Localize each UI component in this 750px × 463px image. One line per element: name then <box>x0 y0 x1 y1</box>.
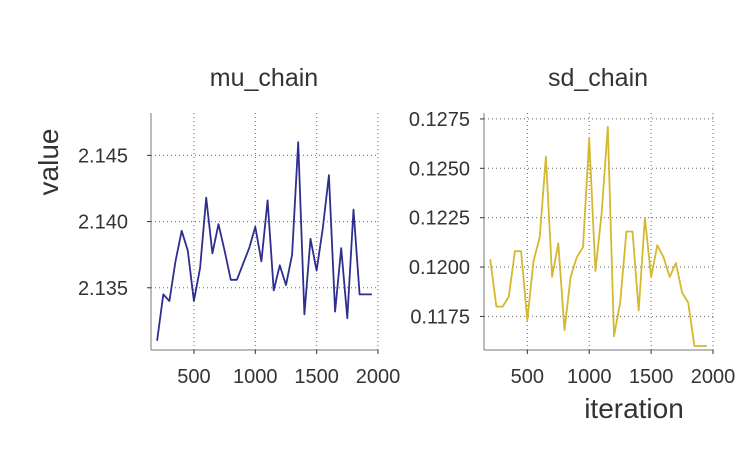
mu-xtick-label-1: 1000 <box>233 366 278 388</box>
sd-xtick-label-3: 2000 <box>691 366 736 388</box>
mu-ytick-label-2: 2.145 <box>78 145 128 167</box>
y-axis-title: value <box>33 129 64 196</box>
mu-series-line <box>156 141 372 341</box>
mu-ytick-label-1: 2.140 <box>78 212 128 234</box>
sd-xtick-label-2: 1500 <box>629 366 674 388</box>
mu-ytick-label-0: 2.135 <box>78 278 128 300</box>
panel-sd: 500 1000 1500 2000 0.1175 0.1200 0.1225 0.1250 0… <box>409 64 735 424</box>
sd-ytick-label-1: 0.1200 <box>409 257 470 279</box>
mu-xtick-label-3: 2000 <box>356 366 401 388</box>
sd-panel-title: sd_chain <box>548 64 648 92</box>
panel-mu: 500 1000 1500 2000 2.135 2.140 2.145 mu_chainva… <box>33 64 400 388</box>
sd-ytick-label-2: 0.1225 <box>409 208 470 230</box>
x-axis-title: iteration <box>584 393 684 424</box>
mu-xtick-label-2: 1500 <box>294 366 339 388</box>
sd-xtick-label-1: 1000 <box>567 366 612 388</box>
mu-panel-title: mu_chain <box>210 64 318 92</box>
sd-ytick-label-0: 0.1175 <box>410 306 470 328</box>
sd-ytick-label-3: 0.1250 <box>409 158 470 180</box>
sd-series-line <box>489 125 707 347</box>
mu-xtick-label-0: 500 <box>177 366 210 388</box>
sd-xtick-label-0: 500 <box>511 366 544 388</box>
sd-ytick-label-4: 0.1275 <box>409 109 470 131</box>
